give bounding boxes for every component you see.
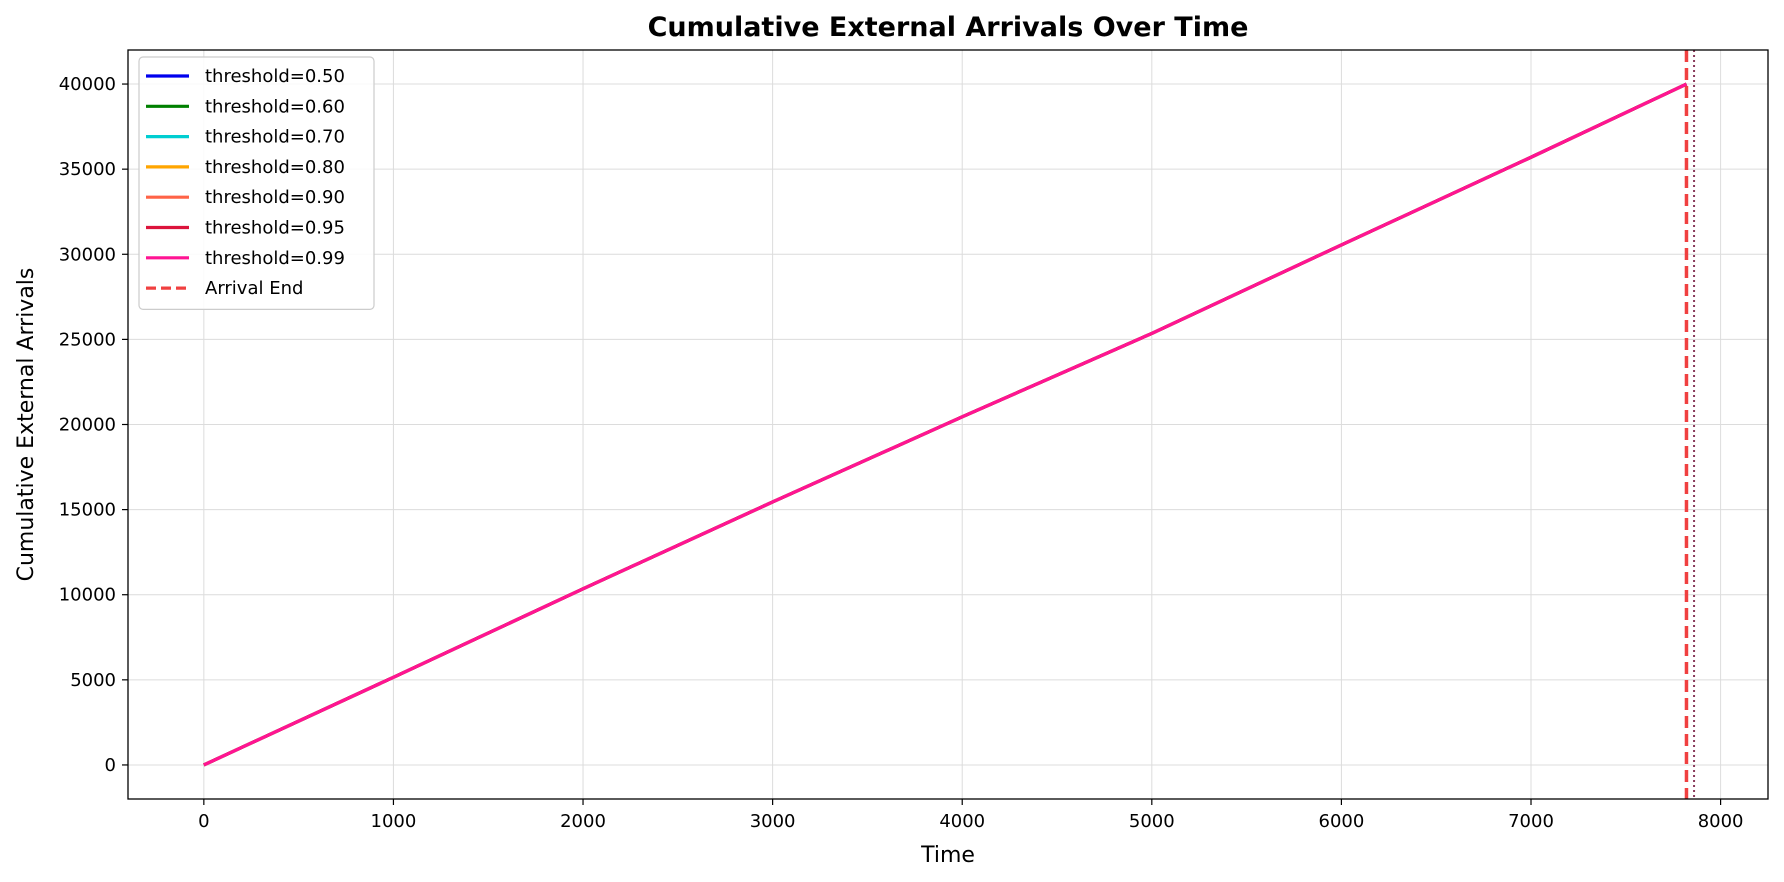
y-tick-label: 35000 — [59, 159, 116, 180]
y-tick-label: 15000 — [59, 500, 116, 521]
x-tick-label: 7000 — [1508, 811, 1554, 832]
legend-label: Arrival End — [205, 278, 303, 299]
x-axis-ticks: 0 1000 2000 3000 4000 5000 6000 7000 8000 — [198, 799, 1744, 832]
legend: threshold=0.50 threshold=0.60 threshold=0.… — [138, 56, 375, 310]
y-axis-label: Cumulative External Arrivals — [14, 268, 39, 582]
legend-label: threshold=0.90 — [205, 187, 345, 208]
x-tick-label: 1000 — [371, 811, 417, 832]
legend-label: threshold=0.50 — [205, 66, 345, 87]
y-tick-label: 30000 — [59, 244, 116, 265]
x-axis-label: Time — [920, 843, 975, 868]
x-tick-label: 4000 — [939, 811, 985, 832]
x-tick-label: 6000 — [1319, 811, 1365, 832]
y-tick-label: 0 — [105, 755, 116, 776]
y-tick-label: 25000 — [59, 329, 116, 350]
y-axis-ticks: 0 5000 10000 15000 20000 25000 30000 35000 40000 — [59, 74, 128, 776]
x-tick-label: 5000 — [1129, 811, 1175, 832]
series-lines — [203, 82, 1688, 767]
x-tick-label: 3000 — [750, 811, 796, 832]
y-tick-label: 5000 — [70, 670, 116, 691]
legend-label: threshold=0.99 — [205, 248, 345, 269]
legend-label: threshold=0.80 — [205, 157, 345, 178]
x-tick-label: 8000 — [1698, 811, 1744, 832]
legend-label: threshold=0.60 — [205, 96, 345, 117]
series-line-threshold-0-99 — [203, 82, 1688, 767]
legend-label: threshold=0.70 — [205, 127, 345, 148]
x-tick-label: 0 — [198, 811, 209, 832]
x-tick-label: 2000 — [560, 811, 606, 832]
y-tick-label: 40000 — [59, 74, 116, 95]
chart-title: Cumulative External Arrivals Over Time — [648, 12, 1249, 43]
legend-box — [138, 56, 375, 310]
legend-label: threshold=0.95 — [205, 218, 345, 239]
y-tick-label: 20000 — [59, 415, 116, 436]
y-tick-label: 10000 — [59, 585, 116, 606]
